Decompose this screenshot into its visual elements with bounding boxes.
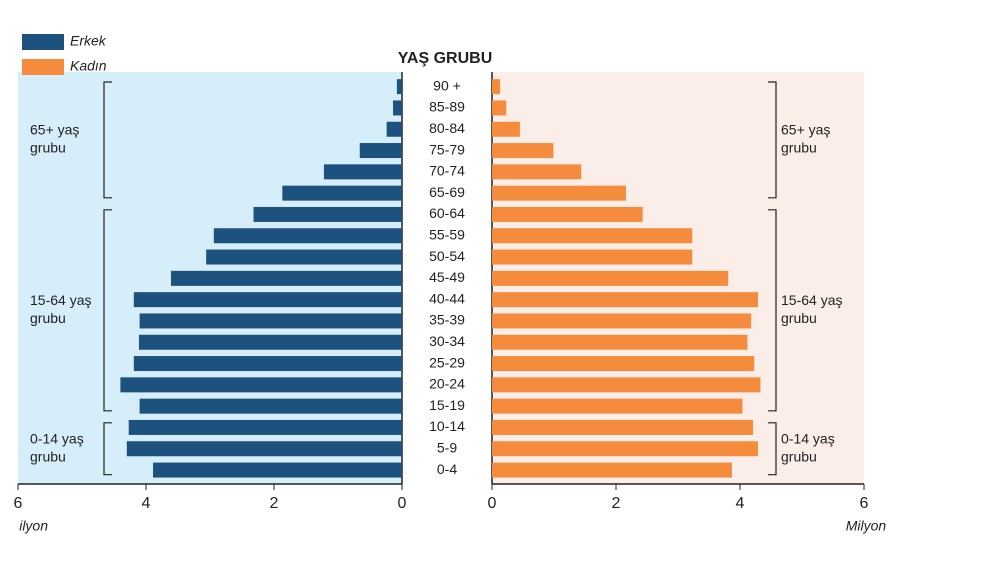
bar [126,441,403,457]
category-label: 55-59 [429,226,465,242]
bar [139,398,402,414]
bar [492,79,501,95]
bar [492,164,582,180]
group-label: 15-64 yaş [30,292,91,308]
x-tick-label: 0 [398,495,407,512]
bar [396,79,402,95]
x-axis-label-right: Milyon [846,518,887,534]
bar [492,356,755,372]
bar [492,292,758,308]
x-tick-label: 4 [736,495,745,512]
group-label: 15-64 yaş [781,292,842,308]
category-label: 5-9 [437,439,457,455]
bar [393,100,402,116]
category-label: 25-29 [429,354,465,370]
bracket [103,81,112,199]
bar [253,206,402,222]
bar [492,419,754,435]
category-label: 40-44 [429,290,465,306]
category-label: 50-54 [429,248,465,264]
category-label: 45-49 [429,269,465,285]
group-label: 0-14 yaş [781,430,835,446]
bar [282,185,402,201]
bar [492,121,520,137]
legend-swatch [22,59,64,75]
bar [492,334,748,350]
x-tick-label: 2 [612,495,621,512]
x-tick-label: 2 [270,495,279,512]
bar [492,462,732,478]
bar [492,398,743,414]
group-label: grubu [30,448,66,464]
category-label: 20-24 [429,376,465,392]
group-label: grubu [781,448,817,464]
bar [128,419,402,435]
category-label: 80-84 [429,120,465,136]
bar [133,356,402,372]
category-label: 85-89 [429,99,465,115]
group-label: 0-14 yaş [30,430,84,446]
group-label: grubu [30,310,66,326]
bar [386,121,402,137]
bar [138,334,402,350]
bar [139,313,402,329]
bar [153,462,402,478]
x-tick-label: 4 [142,495,151,512]
group-label: grubu [30,140,66,156]
bracket [103,422,112,476]
bar [492,228,693,244]
bar [492,185,626,201]
bar [170,270,402,286]
bar [492,313,752,329]
category-label: 10-14 [429,418,465,434]
bar [492,143,554,159]
bracket [768,422,777,476]
bar [359,143,402,159]
group-label: 65+ yaş [781,122,830,138]
x-tick-label: 6 [14,495,23,512]
bracket [768,209,777,412]
category-label: 15-19 [429,397,465,413]
bracket [768,81,777,199]
category-label: 90 + [433,77,461,93]
bar [120,377,403,393]
x-tick-label: 0 [488,495,497,512]
category-label: 30-34 [429,333,465,349]
legend-label: Erkek [70,33,107,49]
bar [133,292,402,308]
category-label: 70-74 [429,163,465,179]
category-label: 35-39 [429,312,465,328]
category-label: 0-4 [437,461,457,477]
legend-swatch [22,34,64,50]
category-label: 75-79 [429,141,465,157]
bar [323,164,402,180]
bar [206,249,402,265]
x-tick-label: 6 [860,495,869,512]
bar [492,441,758,457]
group-label: 65+ yaş [30,122,79,138]
bar [492,377,761,393]
legend-label: Kadın [70,58,107,74]
bracket [103,209,112,412]
x-axis-label-left: ilyon [19,518,48,534]
chart-title: YAŞ GRUBU [398,50,493,67]
group-label: grubu [781,140,817,156]
bar [492,270,729,286]
group-label: grubu [781,310,817,326]
bar [492,249,693,265]
bar [492,206,643,222]
bar [492,100,507,116]
category-label: 65-69 [429,184,465,200]
bar [213,228,402,244]
category-label: 60-64 [429,205,465,221]
